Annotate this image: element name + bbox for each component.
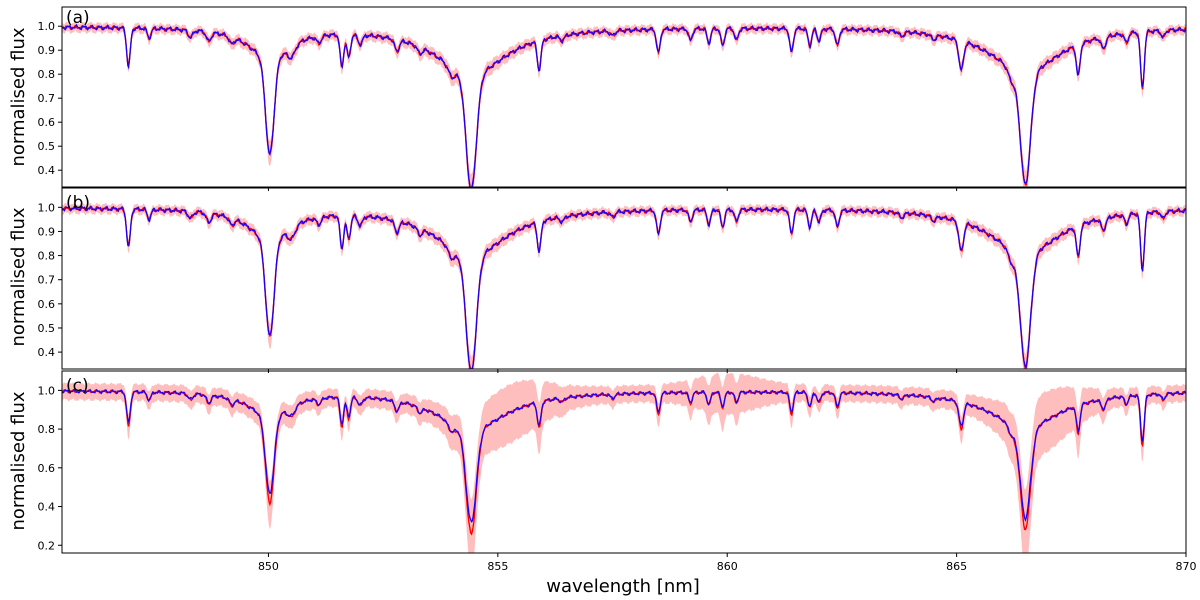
y-tick-label: 0.7: [38, 92, 56, 105]
y-tick-label: 0.9: [38, 225, 56, 238]
panel-b: 0.4 0.5 0.6 0.7 0.8 0.9 1.0 (b) normalised flux: [8, 187, 1187, 373]
panel-b-ylabel: normalised flux: [8, 207, 29, 346]
y-tick-label: 0.5: [38, 140, 56, 153]
panel-c-ylabel: normalised flux: [8, 391, 29, 530]
x-tick-label: 865: [946, 560, 967, 573]
y-tick-label: 1.0: [38, 201, 56, 214]
y-tick-label: 0.6: [38, 116, 56, 129]
panel-c: 0.2 0.4 0.6 0.8 1.0 850 855 860 865 870 (c) normali…: [8, 370, 1197, 597]
y-tick-label: 0.6: [38, 462, 56, 475]
panel-a-label: (a): [66, 8, 90, 28]
x-tick-label: 850: [258, 560, 279, 573]
x-tick-label: 870: [1176, 560, 1197, 573]
axes-frame: [61, 370, 1187, 554]
x-tick-label: 855: [487, 560, 508, 573]
panel-c-label: (c): [66, 376, 89, 396]
y-tick-label: 0.6: [38, 298, 56, 311]
y-tick-label: 0.8: [38, 423, 56, 436]
plot-area: [62, 21, 1186, 187]
y-tick-label: 0.4: [38, 164, 56, 177]
axes-frame: [61, 6, 1187, 188]
observed-spectrum-line: [62, 205, 1186, 369]
axes-frame: [61, 187, 1187, 370]
y-tick-label: 1.0: [38, 20, 56, 33]
y-tick-label: 0.9: [38, 44, 56, 57]
plot-area: [62, 372, 1186, 553]
y-tick-label: 1.0: [38, 384, 56, 397]
y-tick-label: 0.2: [38, 539, 56, 552]
observed-spectrum-line: [62, 388, 1186, 523]
panel-a: 0.4 0.5 0.6 0.7 0.8 0.9 1.0 (a) normalised flux: [8, 6, 1187, 191]
y-tick-label: 0.4: [38, 501, 56, 514]
y-tick-label: 0.5: [38, 322, 56, 335]
y-tick-label: 0.7: [38, 274, 56, 287]
y-tick-label: 0.8: [38, 68, 56, 81]
panel-b-label: (b): [66, 193, 90, 213]
y-tick-label: 0.4: [38, 346, 56, 359]
x-axis-title: wavelength [nm]: [546, 576, 700, 597]
panel-a-ylabel: normalised flux: [8, 27, 29, 166]
y-tick-label: 0.8: [38, 250, 56, 263]
observed-spectrum-line: [62, 23, 1186, 187]
x-tick-label: 860: [717, 560, 738, 573]
plot-area: [62, 202, 1186, 369]
